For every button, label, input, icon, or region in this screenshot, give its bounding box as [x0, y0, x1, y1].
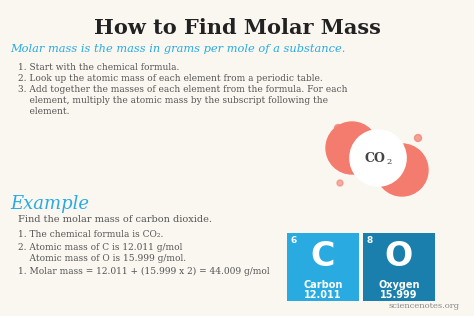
Text: Molar mass is the mass in grams per mole of a substance.: Molar mass is the mass in grams per mole…	[10, 44, 346, 54]
Text: CO: CO	[365, 151, 385, 165]
Text: 3. Add together the masses of each element from the formula. For each: 3. Add together the masses of each eleme…	[18, 85, 347, 94]
Circle shape	[350, 130, 406, 186]
Text: 2. Atomic mass of C is 12.011 g/mol: 2. Atomic mass of C is 12.011 g/mol	[18, 243, 182, 252]
Text: 1. Start with the chemical formula.: 1. Start with the chemical formula.	[18, 63, 179, 72]
Circle shape	[414, 135, 421, 142]
Text: Oxygen: Oxygen	[378, 280, 420, 290]
Text: 8: 8	[367, 236, 373, 245]
Text: How to Find Molar Mass: How to Find Molar Mass	[93, 18, 381, 38]
FancyBboxPatch shape	[363, 233, 435, 301]
Text: O: O	[385, 240, 413, 274]
Text: 15.999: 15.999	[380, 290, 418, 300]
Text: Find the molar mass of carbon dioxide.: Find the molar mass of carbon dioxide.	[18, 215, 212, 224]
Text: element, multiply the atomic mass by the subscript following the: element, multiply the atomic mass by the…	[18, 96, 328, 105]
Text: 2: 2	[386, 158, 392, 166]
Text: +: +	[415, 168, 425, 181]
Text: Atomic mass of O is 15.999 g/mol.: Atomic mass of O is 15.999 g/mol.	[18, 254, 186, 263]
Text: 1. The chemical formula is CO₂.: 1. The chemical formula is CO₂.	[18, 230, 164, 239]
Circle shape	[337, 180, 343, 186]
Text: 2. Look up the atomic mass of each element from a periodic table.: 2. Look up the atomic mass of each eleme…	[18, 74, 323, 83]
FancyBboxPatch shape	[287, 233, 359, 301]
Text: element.: element.	[18, 107, 70, 116]
Text: Example: Example	[10, 195, 89, 213]
Circle shape	[412, 182, 418, 188]
Text: 12.011: 12.011	[304, 290, 342, 300]
Text: C: C	[311, 240, 335, 274]
Circle shape	[376, 144, 428, 196]
Circle shape	[335, 125, 341, 131]
Circle shape	[326, 122, 378, 174]
Text: 1. Molar mass = 12.011 + (15.999 x 2) = 44.009 g/mol: 1. Molar mass = 12.011 + (15.999 x 2) = …	[18, 267, 270, 276]
Text: sciencenotes.org: sciencenotes.org	[389, 302, 460, 310]
Text: Carbon: Carbon	[303, 280, 343, 290]
Text: 6: 6	[291, 236, 297, 245]
